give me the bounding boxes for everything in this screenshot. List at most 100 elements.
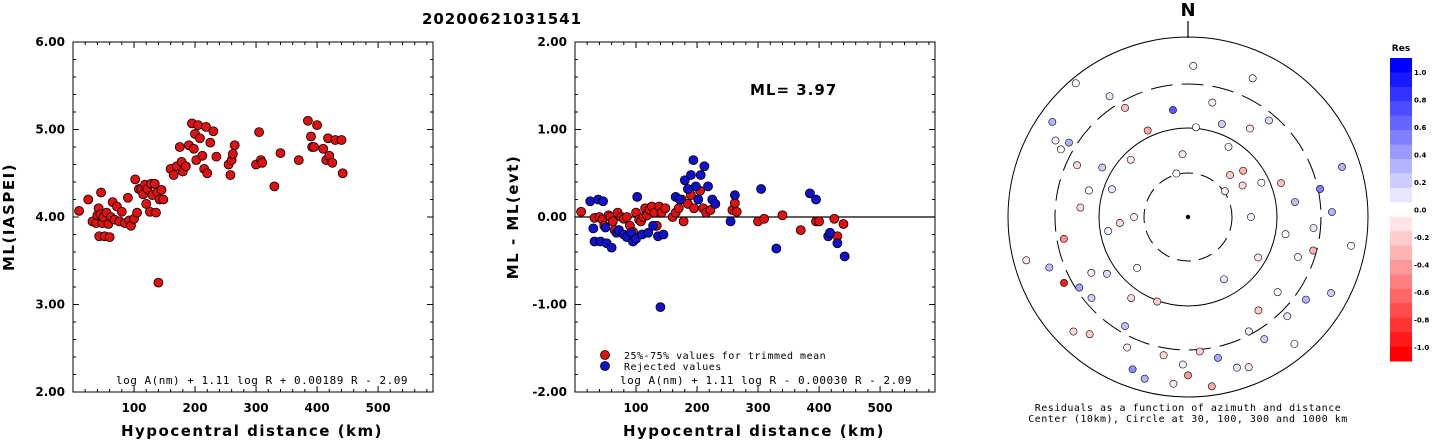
data-point bbox=[1159, 351, 1168, 360]
data-point bbox=[1283, 312, 1292, 321]
axis-ticks: 100 200 300 400 500 2.00 3.00 4.00 5.00 6.00 bbox=[35, 35, 433, 415]
data-point bbox=[675, 194, 685, 205]
data-point bbox=[96, 187, 106, 198]
data-point bbox=[303, 115, 313, 126]
x-tick-label: 200 bbox=[685, 401, 710, 415]
data-point bbox=[814, 216, 824, 227]
colorbar-cell bbox=[1390, 317, 1412, 333]
data-point bbox=[205, 137, 216, 148]
colorbar-tick-label: 0.0 bbox=[1414, 207, 1427, 215]
data-point bbox=[83, 194, 94, 205]
colorbar-cell bbox=[1390, 144, 1412, 160]
data-point bbox=[673, 203, 684, 214]
data-point bbox=[811, 194, 821, 205]
legend-marker-trimmed bbox=[600, 350, 610, 360]
data-point bbox=[576, 206, 587, 217]
x-tick-label: 200 bbox=[183, 401, 208, 415]
data-point bbox=[759, 213, 770, 224]
data-point bbox=[275, 148, 286, 159]
data-point bbox=[678, 216, 689, 227]
data-point bbox=[1184, 371, 1192, 380]
data-point bbox=[201, 121, 211, 132]
data-point bbox=[1115, 219, 1124, 227]
data-point bbox=[1302, 295, 1310, 304]
data-point bbox=[174, 142, 185, 152]
colorbar-cell bbox=[1390, 187, 1412, 203]
data-point bbox=[825, 227, 835, 238]
data-point bbox=[1084, 186, 1093, 195]
data-point bbox=[832, 238, 843, 249]
data-point bbox=[1123, 343, 1132, 352]
data-point bbox=[156, 184, 167, 195]
data-point bbox=[1133, 264, 1141, 272]
y-tick-label: 1.00 bbox=[537, 123, 567, 137]
x-tick-label: 100 bbox=[121, 401, 146, 415]
data-point bbox=[327, 157, 338, 168]
data-point bbox=[1075, 283, 1084, 292]
y-tick-label: 5.00 bbox=[35, 123, 65, 137]
data-point bbox=[805, 188, 815, 199]
data-point bbox=[632, 191, 643, 202]
data-point bbox=[699, 161, 710, 172]
colorbar-cell bbox=[1390, 288, 1412, 304]
data-point bbox=[607, 216, 618, 227]
colorbar-tick-label: -0.6 bbox=[1414, 289, 1429, 297]
data-point bbox=[839, 251, 850, 262]
ml-value-label: ML= 3.97 bbox=[750, 81, 837, 99]
data-point bbox=[621, 212, 632, 222]
colorbar-cell bbox=[1390, 231, 1412, 247]
data-point bbox=[1048, 118, 1057, 126]
x-axis-label: Hypocentral distance (km) bbox=[121, 422, 383, 440]
data-point bbox=[1316, 185, 1324, 193]
data-point bbox=[74, 205, 85, 216]
colorbar-tick-label: 0.4 bbox=[1414, 151, 1427, 159]
data-point bbox=[693, 194, 704, 205]
data-point bbox=[1127, 294, 1136, 302]
figure-title: 20200621031541 bbox=[422, 10, 582, 28]
data-point bbox=[1244, 327, 1253, 336]
data-point bbox=[1169, 379, 1178, 388]
data-point bbox=[1073, 161, 1081, 170]
data-point bbox=[1273, 288, 1282, 297]
legend-marker-rejected bbox=[600, 361, 610, 371]
data-point bbox=[337, 168, 348, 179]
legend: 25%-75% values for trimmed mean Rejected… bbox=[600, 350, 826, 373]
data-point bbox=[1143, 126, 1152, 135]
data-point bbox=[141, 198, 152, 209]
data-point bbox=[132, 207, 142, 218]
data-point bbox=[1191, 123, 1200, 132]
data-point bbox=[1260, 335, 1269, 344]
data-point bbox=[1226, 171, 1234, 179]
colorbar-cell bbox=[1390, 202, 1412, 218]
data-point bbox=[197, 150, 208, 161]
y-tick-label: 6.00 bbox=[35, 35, 65, 49]
ring-300km bbox=[1054, 83, 1322, 351]
colorbar-tick-label: 0.2 bbox=[1414, 179, 1427, 187]
data-point bbox=[1277, 179, 1285, 188]
data-point bbox=[1169, 106, 1177, 114]
data-point bbox=[1103, 269, 1111, 278]
data-point bbox=[1189, 61, 1198, 70]
colorbar-cell bbox=[1390, 58, 1412, 73]
data-point bbox=[202, 168, 213, 179]
data-point bbox=[1347, 241, 1355, 250]
data-point bbox=[1128, 365, 1137, 374]
ml-residual-panel: Hypocentral distance (km) ML - ML(evt) M… bbox=[504, 35, 936, 440]
data-point bbox=[1309, 224, 1318, 232]
data-point bbox=[1217, 120, 1226, 128]
data-point bbox=[130, 174, 141, 185]
formula-annotation: log A(nm) + 1.11 log R - 0.00030 R - 2.0… bbox=[620, 374, 912, 387]
data-point bbox=[1246, 124, 1254, 133]
data-point bbox=[1220, 275, 1228, 284]
data-point bbox=[1071, 79, 1080, 88]
data-point bbox=[1140, 374, 1149, 383]
data-point bbox=[1069, 327, 1078, 336]
data-point bbox=[660, 203, 671, 214]
data-point bbox=[643, 227, 654, 238]
data-point bbox=[588, 223, 599, 234]
colorbar-tick-label: -0.2 bbox=[1414, 234, 1429, 242]
data-point bbox=[211, 151, 222, 162]
data-point bbox=[1045, 263, 1054, 272]
data-point bbox=[1248, 74, 1257, 83]
data-point bbox=[158, 194, 169, 205]
